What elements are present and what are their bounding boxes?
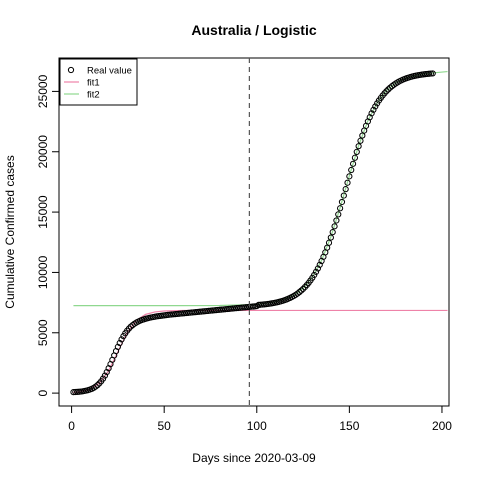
data-point bbox=[357, 137, 364, 144]
data-point bbox=[333, 217, 340, 224]
x-tick-label: 150 bbox=[339, 419, 359, 433]
data-point bbox=[101, 372, 109, 379]
data-point bbox=[348, 166, 355, 174]
data-point bbox=[92, 383, 99, 390]
data-point bbox=[370, 106, 377, 113]
legend-label: fit1 bbox=[87, 78, 100, 89]
fit-line bbox=[73, 70, 448, 307]
data-point bbox=[429, 70, 436, 77]
data-point bbox=[351, 154, 359, 161]
data-point bbox=[344, 179, 351, 186]
x-tick-label: 100 bbox=[247, 419, 267, 433]
data-point bbox=[298, 287, 305, 294]
data-point bbox=[355, 143, 362, 150]
data-point bbox=[349, 160, 357, 167]
data-point bbox=[337, 205, 344, 212]
legend-label: Real value bbox=[87, 66, 132, 77]
data-point bbox=[372, 103, 379, 110]
y-tick-label: 10000 bbox=[36, 255, 50, 289]
data-point bbox=[338, 198, 346, 206]
data-point bbox=[368, 110, 375, 117]
data-point bbox=[331, 223, 338, 230]
y-tick-label: 5000 bbox=[36, 319, 50, 346]
data-point bbox=[118, 336, 125, 343]
data-point bbox=[314, 265, 321, 272]
data-point bbox=[116, 339, 123, 347]
data-point bbox=[335, 211, 342, 218]
data-point bbox=[346, 173, 353, 180]
y-tick-label: 0 bbox=[36, 389, 50, 396]
data-point bbox=[353, 148, 360, 155]
x-tick-label: 200 bbox=[432, 419, 452, 433]
data-point bbox=[99, 375, 107, 382]
data-point bbox=[342, 186, 349, 193]
x-tick-label: 0 bbox=[68, 419, 75, 433]
x-tick-label: 50 bbox=[158, 419, 172, 433]
data-point bbox=[299, 285, 307, 293]
chart-title: Australia / Logistic bbox=[191, 22, 316, 38]
data-point bbox=[327, 234, 334, 241]
legend-label: fit2 bbox=[87, 90, 100, 101]
legend-symbol bbox=[67, 66, 75, 74]
y-tick-label: 25000 bbox=[36, 74, 50, 108]
y-tick-label: 15000 bbox=[36, 195, 50, 229]
data-point bbox=[340, 192, 347, 199]
data-point bbox=[385, 86, 392, 93]
y-tick-label: 20000 bbox=[36, 135, 50, 169]
data-point bbox=[311, 271, 318, 279]
data-point bbox=[94, 382, 101, 389]
data-point bbox=[387, 84, 394, 91]
data-point bbox=[329, 229, 336, 236]
data-point bbox=[294, 290, 301, 297]
x-axis-label: Days since 2020-03-09 bbox=[192, 451, 316, 465]
data-point bbox=[383, 88, 390, 95]
data-point bbox=[125, 325, 133, 332]
y-axis-label: Cumulative Confirmed cases bbox=[3, 155, 17, 308]
data-point bbox=[312, 268, 320, 275]
data-point bbox=[296, 289, 303, 296]
data-point bbox=[325, 239, 333, 246]
